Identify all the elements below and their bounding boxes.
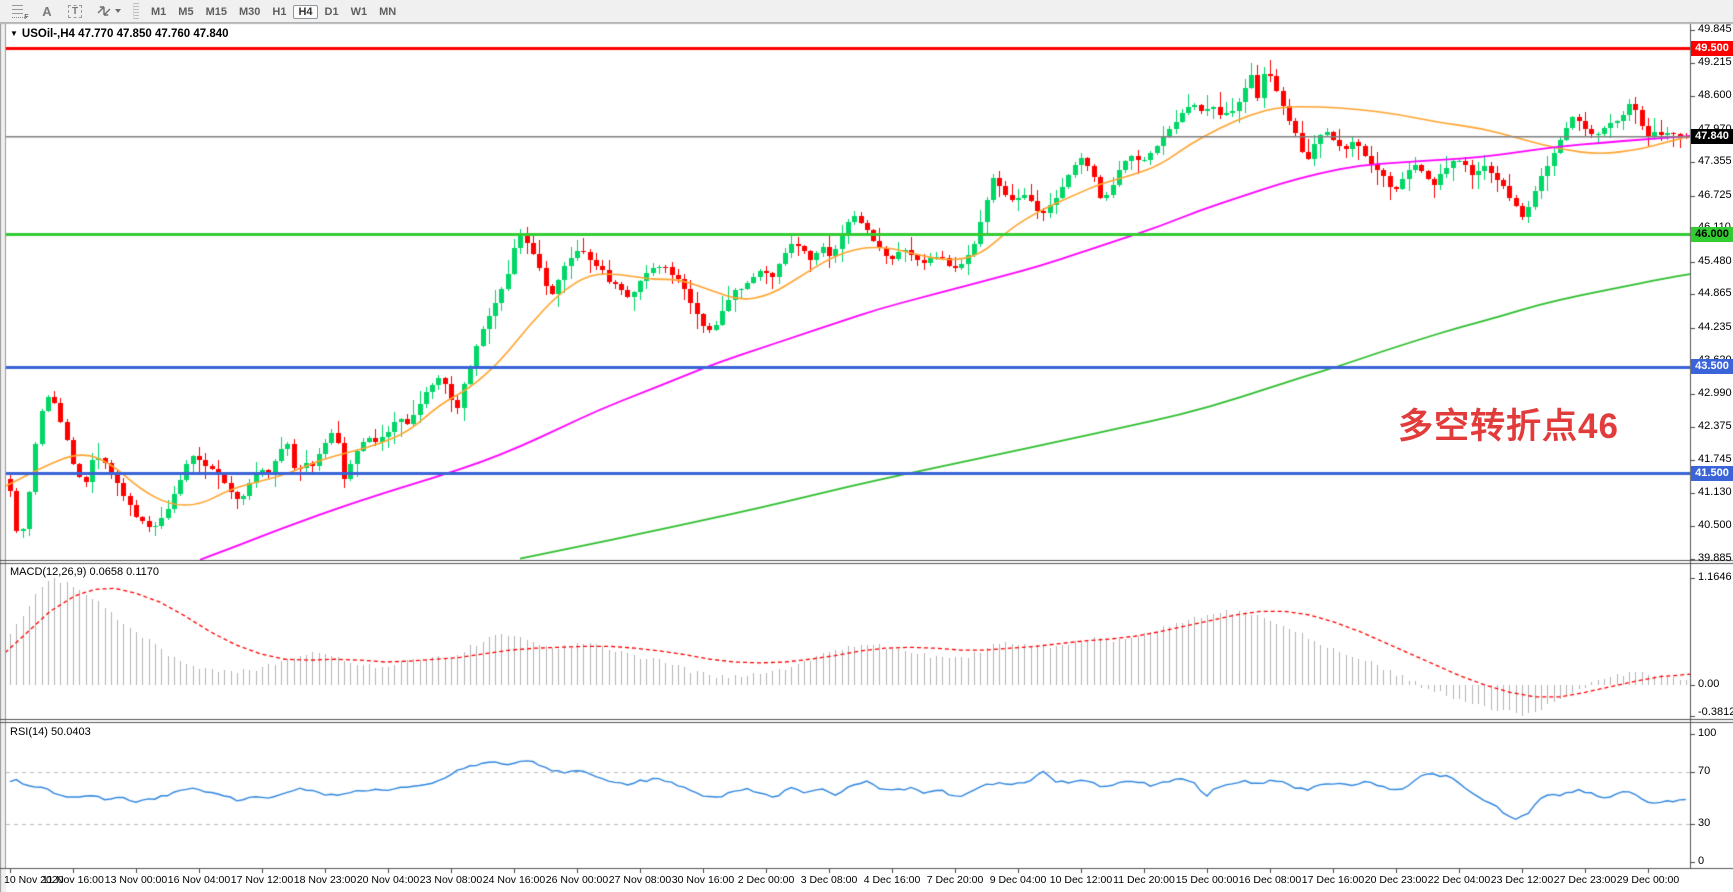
quote-close: 47.840 xyxy=(193,28,229,40)
date-tick-label: 20 Dec 23:00 xyxy=(1364,874,1428,886)
chart-annotation-text: 多空转折点46 xyxy=(1398,407,1619,446)
macd-tick-label: -0.3812 xyxy=(1698,706,1733,718)
date-tick-label: 27 Dec 23:00 xyxy=(1553,874,1617,886)
macd-tick-label: 0.00 xyxy=(1698,678,1720,690)
timeframe-w1-button[interactable]: W1 xyxy=(350,5,368,18)
quote-high: 47.850 xyxy=(116,28,152,40)
price-tick-label: 39.885 xyxy=(1698,551,1732,564)
quote-low: 47.760 xyxy=(154,28,191,40)
hline-price-badge: 41.500 xyxy=(1691,465,1733,481)
price-tick-label: 40.500 xyxy=(1698,519,1732,532)
macd-indicator-label: MACD(12,26,9) 0.0658 0.1170 xyxy=(10,566,159,578)
date-tick-label: 11 Nov 16:00 xyxy=(42,874,104,886)
price-tick-label: 44.235 xyxy=(1698,320,1732,333)
rsi-tick-label: 0 xyxy=(1698,855,1705,867)
date-tick-label: 16 Dec 08:00 xyxy=(1238,874,1302,886)
timeframe-m15-button[interactable]: M15 xyxy=(205,5,227,18)
macd-tick-label: 1.1646 xyxy=(1698,570,1732,583)
fibonacci-tool-icon[interactable]: F xyxy=(6,1,32,22)
timeframe-h4-button[interactable]: H4 xyxy=(293,4,318,19)
toolbar-grip[interactable] xyxy=(133,3,139,19)
price-tick-label: 47.355 xyxy=(1698,155,1732,168)
date-tick-label: 23 Nov 08:00 xyxy=(419,874,483,886)
date-tick-label: 17 Nov 12:00 xyxy=(230,874,294,886)
toolbar: F A T M1 M5 M15 M30 H1 H4 D1 W1 MN xyxy=(0,0,1733,23)
quote-open: 47.770 xyxy=(78,28,114,40)
rsi-tick-label: 100 xyxy=(1698,727,1717,739)
rsi-indicator-label: RSI(14) 50.0403 xyxy=(10,726,91,738)
date-tick-label: 24 Nov 16:00 xyxy=(482,874,546,886)
date-tick-label: 15 Dec 00:00 xyxy=(1175,874,1239,886)
text-tool-icon[interactable]: A xyxy=(34,1,60,22)
fibonacci-grid-glyph: F xyxy=(11,4,29,21)
date-tick-label: 13 Nov 00:00 xyxy=(104,874,168,886)
date-tick-label: 20 Nov 04:00 xyxy=(356,874,420,886)
label-tool-icon[interactable]: T xyxy=(62,1,88,22)
arrows-tool-icon[interactable] xyxy=(90,1,126,22)
collapse-triangle-icon[interactable]: ▼ xyxy=(10,29,18,38)
date-tick-label: 18 Nov 23:00 xyxy=(293,874,357,886)
label-tool-glyph: T xyxy=(67,4,83,18)
timeframe-buttons: M1 M5 M15 M30 H1 H4 D1 W1 MN xyxy=(145,2,402,21)
rsi-tick-label: 70 xyxy=(1698,765,1711,778)
timeframe-mn-button[interactable]: MN xyxy=(379,5,397,18)
price-tick-label: 41.130 xyxy=(1698,485,1732,498)
current-price-badge: 47.840 xyxy=(1691,128,1733,144)
symbol-period-label: USOil-,H4 xyxy=(21,28,75,40)
date-tick-label: 26 Nov 00:00 xyxy=(545,874,609,886)
chart-title: ▼ USOil-,H4 47.770 47.850 47.760 47.840 xyxy=(10,28,229,40)
date-tick-label: 16 Nov 04:00 xyxy=(167,874,231,886)
timeframe-m30-button[interactable]: M30 xyxy=(238,5,261,18)
price-tick-label: 46.725 xyxy=(1698,188,1732,201)
date-tick-label: 9 Dec 04:00 xyxy=(989,874,1047,886)
price-tick-label: 42.990 xyxy=(1698,387,1732,400)
chevron-down-icon[interactable] xyxy=(114,9,121,13)
date-tick-label: 29 Dec 00:00 xyxy=(1616,874,1680,886)
date-tick-label: 3 Dec 08:00 xyxy=(800,874,858,886)
hline-price-badge: 46.000 xyxy=(1691,226,1733,242)
timeframe-d1-button[interactable]: D1 xyxy=(324,5,339,18)
date-tick-label: 30 Nov 16:00 xyxy=(671,874,735,886)
date-tick-label: 10 Dec 12:00 xyxy=(1049,874,1113,886)
arrows-glyph xyxy=(97,6,110,16)
price-tick-label: 49.215 xyxy=(1698,56,1732,69)
date-tick-label: 23 Dec 12:00 xyxy=(1490,874,1554,886)
hline-price-badge: 43.500 xyxy=(1691,359,1733,375)
price-tick-label: 44.865 xyxy=(1698,287,1732,300)
date-tick-label: 22 Dec 04:00 xyxy=(1427,874,1491,886)
price-tick-label: 49.845 xyxy=(1698,23,1732,35)
price-tick-label: 45.480 xyxy=(1698,254,1732,267)
date-tick-label: 2 Dec 00:00 xyxy=(737,874,795,886)
date-tick-label: 10 Nov 2020 xyxy=(4,874,64,886)
price-axis[interactable] xyxy=(1690,24,1733,869)
price-tick-label: 48.600 xyxy=(1698,89,1732,102)
date-tick-label: 4 Dec 16:00 xyxy=(863,874,921,886)
price-tick-label: 42.375 xyxy=(1698,419,1732,432)
rsi-tick-label: 30 xyxy=(1698,816,1711,829)
date-tick-label: 11 Dec 20:00 xyxy=(1113,874,1175,886)
date-tick-label: 7 Dec 20:00 xyxy=(926,874,984,886)
timeframe-m1-button[interactable]: M1 xyxy=(151,5,167,18)
price-tick-label: 41.745 xyxy=(1698,453,1732,466)
date-tick-label: 17 Dec 16:00 xyxy=(1301,874,1365,886)
timeframe-h1-button[interactable]: H1 xyxy=(272,5,287,18)
timeframe-m5-button[interactable]: M5 xyxy=(178,5,194,18)
fibonacci-f-label: F xyxy=(24,13,29,21)
hline-price-badge: 49.500 xyxy=(1691,40,1733,56)
date-tick-label: 27 Nov 08:00 xyxy=(608,874,672,886)
text-tool-glyph: A xyxy=(42,3,52,19)
